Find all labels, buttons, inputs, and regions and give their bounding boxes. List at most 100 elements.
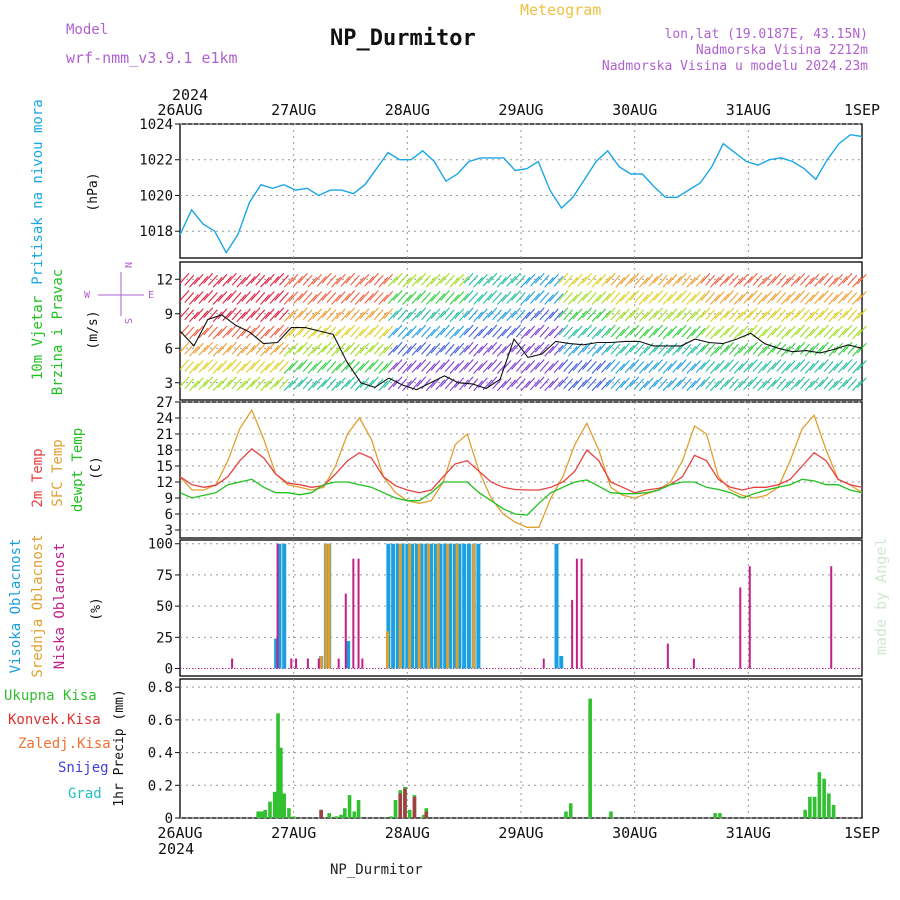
wind-barb	[250, 272, 261, 284]
wind-barb	[785, 308, 796, 320]
wind-barb	[264, 377, 275, 389]
wind-barb	[823, 309, 834, 321]
wind-barb	[814, 293, 825, 304]
wind-barb	[430, 291, 441, 302]
wind-barb	[406, 325, 417, 337]
wind-barb	[842, 290, 853, 301]
pressure-unit: (hPa)	[86, 172, 101, 211]
cloud-tick-label: 25	[156, 630, 173, 646]
wind-barb	[302, 292, 313, 303]
wind-barb	[260, 380, 270, 392]
wind-barb	[482, 310, 493, 322]
wind-barb	[705, 343, 716, 355]
wind-barb	[203, 376, 214, 388]
wind-barb	[804, 311, 815, 323]
wind-barb	[539, 326, 550, 338]
wind-barb	[260, 311, 270, 323]
wind-barb	[695, 293, 706, 304]
rain-total-bar	[803, 809, 807, 818]
wind-barb	[369, 324, 379, 336]
wind-barb	[700, 272, 711, 284]
wind-barb	[586, 326, 597, 338]
wind-barb	[416, 307, 427, 319]
wind-barb	[710, 294, 720, 305]
wind-barb	[833, 377, 843, 389]
wind-barb	[847, 343, 858, 355]
wind-barb	[757, 328, 768, 340]
wind-barb	[392, 290, 403, 301]
wind-barb	[719, 344, 730, 356]
wind-barb	[236, 380, 247, 392]
wind-barb	[582, 324, 592, 336]
wind-barb	[501, 273, 512, 285]
wind-barb	[525, 342, 536, 354]
cloud-bar	[748, 566, 751, 669]
wind-barb	[264, 325, 275, 337]
wind-barb	[752, 292, 763, 303]
wind-barb	[335, 308, 346, 320]
cloud-bar	[276, 543, 279, 669]
wind-barb	[297, 341, 308, 353]
wind-barb	[558, 290, 569, 301]
wind-barb	[463, 290, 474, 301]
wind-barb	[790, 293, 801, 304]
wind-barb	[520, 276, 531, 288]
wind-barb	[245, 344, 256, 356]
rain-total-bar	[279, 747, 283, 818]
wind-barb	[577, 293, 588, 304]
wind-barb	[387, 362, 398, 373]
wind-barb	[501, 308, 512, 320]
rain-total-bar	[388, 816, 393, 818]
wind-barb	[373, 361, 384, 372]
wind-barb	[738, 360, 749, 371]
wind-barb	[852, 294, 862, 305]
wind-barb	[795, 272, 806, 284]
wind-barb	[193, 360, 204, 371]
wind-barb	[435, 275, 446, 287]
wind-barb	[421, 309, 431, 321]
wind-barb	[634, 309, 645, 321]
cloud-bar	[419, 543, 424, 669]
wind-barb	[402, 363, 413, 374]
wind-barb	[672, 293, 682, 304]
wind-barb	[667, 308, 678, 320]
wind-barb	[373, 292, 384, 303]
wind-barb	[586, 274, 597, 286]
wind-barb	[392, 307, 403, 319]
wind-barb	[297, 272, 308, 284]
wind-barb	[496, 276, 507, 288]
wind-panel: 3 6 9 12	[156, 261, 867, 401]
wind-barb	[572, 360, 583, 371]
bottom-date-label: 27AUG	[271, 824, 316, 842]
wind-barb	[700, 376, 711, 388]
wind-barb	[747, 290, 758, 301]
wind-barb	[312, 360, 323, 371]
wind-barb	[544, 294, 555, 305]
wind-barb	[667, 291, 678, 302]
wind-barb	[837, 362, 848, 373]
temp-unit: (C)	[89, 456, 104, 479]
cloud-bar	[385, 631, 389, 669]
cloud-bar	[438, 543, 443, 669]
rain-total-bar	[588, 698, 592, 818]
wind-barb	[638, 328, 649, 340]
pressure-panel: 1018 1020 1022 1024	[139, 117, 863, 259]
wind-barb	[425, 380, 436, 392]
wind-barb	[359, 273, 370, 285]
wind-barb	[217, 325, 228, 337]
wind-barb	[520, 380, 531, 392]
wind-barb	[582, 272, 592, 284]
wind-barb	[667, 273, 678, 285]
watermark: made by Angel	[872, 538, 890, 655]
wind-barb	[823, 326, 834, 338]
wind-barb	[345, 272, 356, 284]
wind-barb	[331, 276, 341, 288]
wind-barb	[856, 325, 867, 337]
wind-barb	[558, 272, 569, 284]
t2m-line	[179, 448, 863, 494]
wind-barb	[553, 362, 564, 373]
wind-barb	[506, 275, 517, 287]
wind-barb	[558, 376, 569, 388]
wind-barb	[463, 272, 474, 284]
wind-barb	[369, 359, 379, 370]
